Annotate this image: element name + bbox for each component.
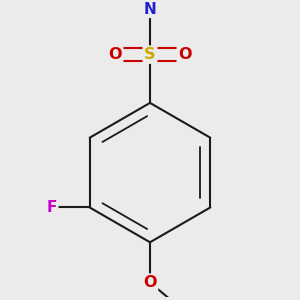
Text: N: N	[144, 2, 156, 16]
Text: O: O	[108, 47, 122, 62]
Text: O: O	[178, 47, 192, 62]
Text: S: S	[144, 47, 156, 62]
Text: O: O	[143, 275, 157, 290]
Text: F: F	[47, 200, 57, 215]
